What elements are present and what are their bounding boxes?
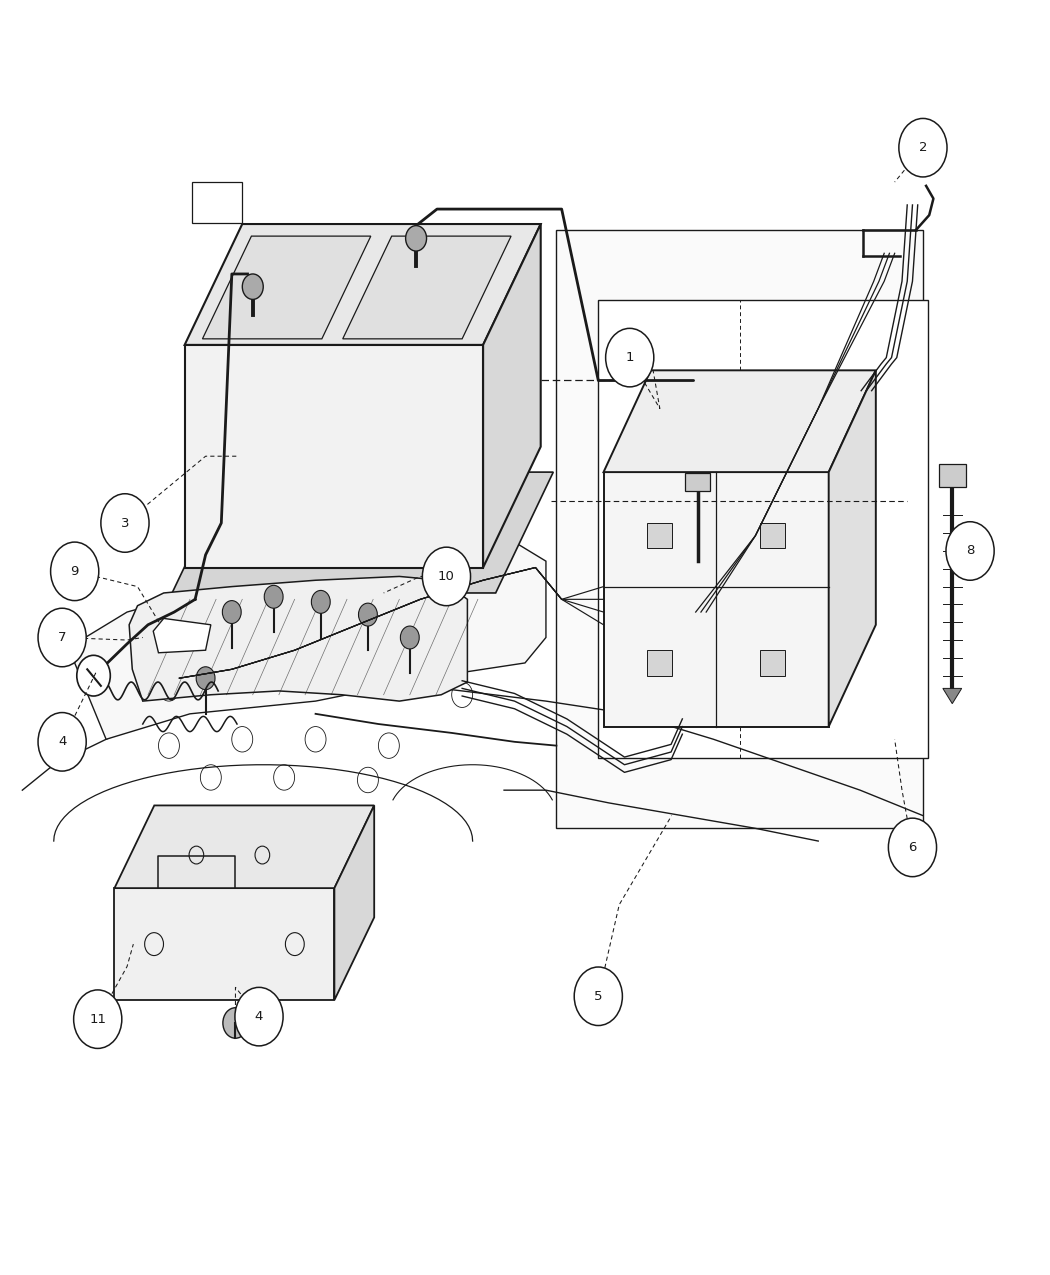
Text: 2: 2 <box>919 142 927 154</box>
Circle shape <box>899 119 947 177</box>
Polygon shape <box>604 370 876 472</box>
Bar <box>760 523 785 548</box>
Polygon shape <box>943 688 962 704</box>
Circle shape <box>38 713 86 771</box>
Polygon shape <box>556 231 923 829</box>
Text: 7: 7 <box>58 631 66 644</box>
Text: 4: 4 <box>255 1010 264 1023</box>
Polygon shape <box>342 236 511 339</box>
Circle shape <box>77 655 110 696</box>
Polygon shape <box>129 576 467 701</box>
Circle shape <box>574 966 623 1025</box>
Polygon shape <box>172 472 553 593</box>
Circle shape <box>50 542 99 601</box>
Bar <box>647 650 672 676</box>
Circle shape <box>888 819 937 877</box>
Polygon shape <box>483 224 541 567</box>
Polygon shape <box>598 301 928 759</box>
Circle shape <box>358 603 377 626</box>
Circle shape <box>422 547 470 606</box>
Polygon shape <box>114 806 374 889</box>
Polygon shape <box>153 618 211 653</box>
Text: 9: 9 <box>70 565 79 578</box>
Bar <box>939 464 966 487</box>
Text: 5: 5 <box>594 989 603 1002</box>
Circle shape <box>400 626 419 649</box>
Circle shape <box>946 521 994 580</box>
Polygon shape <box>75 536 546 740</box>
Text: 6: 6 <box>908 842 917 854</box>
Circle shape <box>405 226 426 251</box>
Circle shape <box>223 601 242 623</box>
Text: 11: 11 <box>89 1012 106 1025</box>
Text: 4: 4 <box>58 736 66 748</box>
Polygon shape <box>185 224 541 346</box>
Polygon shape <box>192 182 243 223</box>
Bar <box>686 473 711 491</box>
Polygon shape <box>203 236 371 339</box>
Circle shape <box>74 989 122 1048</box>
Text: 10: 10 <box>438 570 455 583</box>
Polygon shape <box>604 472 828 727</box>
Bar <box>760 650 785 676</box>
Circle shape <box>312 590 330 613</box>
Polygon shape <box>334 806 374 1000</box>
Polygon shape <box>185 346 483 567</box>
Bar <box>647 523 672 548</box>
Circle shape <box>223 1007 248 1038</box>
Polygon shape <box>828 370 876 727</box>
Text: 3: 3 <box>121 516 129 529</box>
Circle shape <box>196 667 215 690</box>
Text: 8: 8 <box>966 544 974 557</box>
Circle shape <box>606 329 654 386</box>
Circle shape <box>243 274 264 300</box>
Circle shape <box>265 585 284 608</box>
Circle shape <box>38 608 86 667</box>
Circle shape <box>101 493 149 552</box>
Circle shape <box>235 987 284 1046</box>
Text: 1: 1 <box>626 351 634 365</box>
Polygon shape <box>114 889 334 1000</box>
